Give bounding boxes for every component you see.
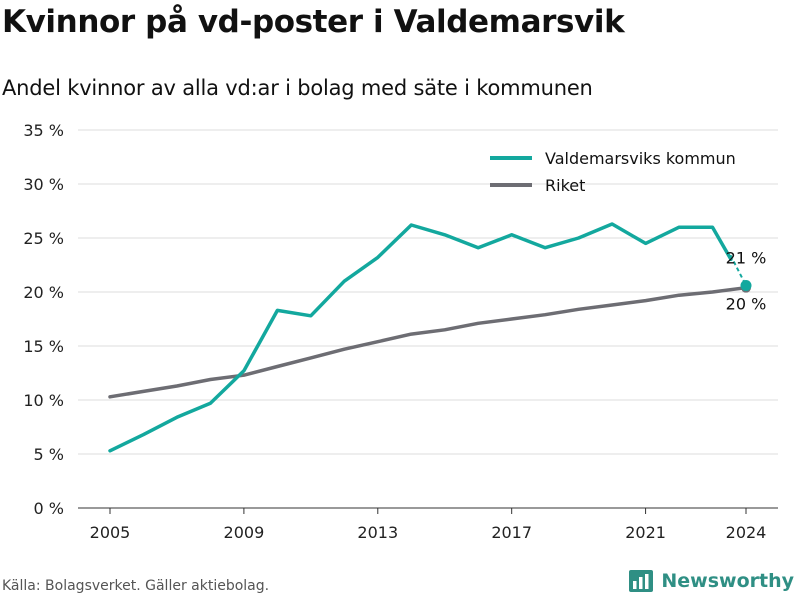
y-tick-label: 5 % <box>34 445 64 464</box>
series-line-riket <box>108 285 748 399</box>
source-note: Källa: Bolagsverket. Gäller aktiebolag. <box>2 578 270 594</box>
y-tick-label: 20 % <box>23 283 64 302</box>
y-tick-label: 0 % <box>34 499 64 518</box>
y-tick-label: 35 % <box>23 121 64 140</box>
chart-subtitle: Andel kvinnor av alla vd:ar i bolag med … <box>2 76 593 100</box>
y-tick-label: 15 % <box>23 337 64 356</box>
series-line-kommun <box>108 222 733 453</box>
x-tick-label: 2017 <box>491 523 532 542</box>
series-lines <box>108 222 748 453</box>
y-tick-label: 10 % <box>23 391 64 410</box>
x-tick-label: 2021 <box>625 523 666 542</box>
x-tick-label: 2005 <box>90 523 131 542</box>
brand-logo[interactable]: Newsworthy <box>629 568 794 594</box>
brand-name: Newsworthy <box>661 570 794 592</box>
y-axis-ticks: 0 % 5 % 10 % 15 % 20 % 25 % 30 % 35 % <box>23 121 64 518</box>
gridlines <box>78 129 778 455</box>
end-point-kommun <box>740 280 752 292</box>
bar-chart-logo-icon <box>629 570 654 592</box>
line-chart: 0 %5 %10 %15 %20 %25 %30 %35 % 2005 2009 2… <box>23 121 778 542</box>
x-tick-label: 2009 <box>224 523 265 542</box>
y-tick-label: 30 % <box>23 175 64 194</box>
y-tick-label: 25 % <box>23 229 64 248</box>
x-tick-label: 2013 <box>357 523 398 542</box>
chart-title: Kvinnor på vd-poster i Valdemarsvik <box>2 4 625 40</box>
legend-label-riket: Riket <box>545 176 585 195</box>
x-axis-ticks: 2005 2009 2013 2017 2021 2024 <box>90 508 767 542</box>
x-tick-label: 2024 <box>726 523 767 542</box>
end-label-riket: 20 % <box>726 295 767 314</box>
legend: Valdemarsviks kommun Riket <box>490 149 736 195</box>
series-connector-kommun <box>729 254 747 286</box>
end-label-kommun: 21 % <box>726 249 767 268</box>
end-markers <box>740 280 752 293</box>
legend-label-kommun: Valdemarsviks kommun <box>545 149 736 168</box>
